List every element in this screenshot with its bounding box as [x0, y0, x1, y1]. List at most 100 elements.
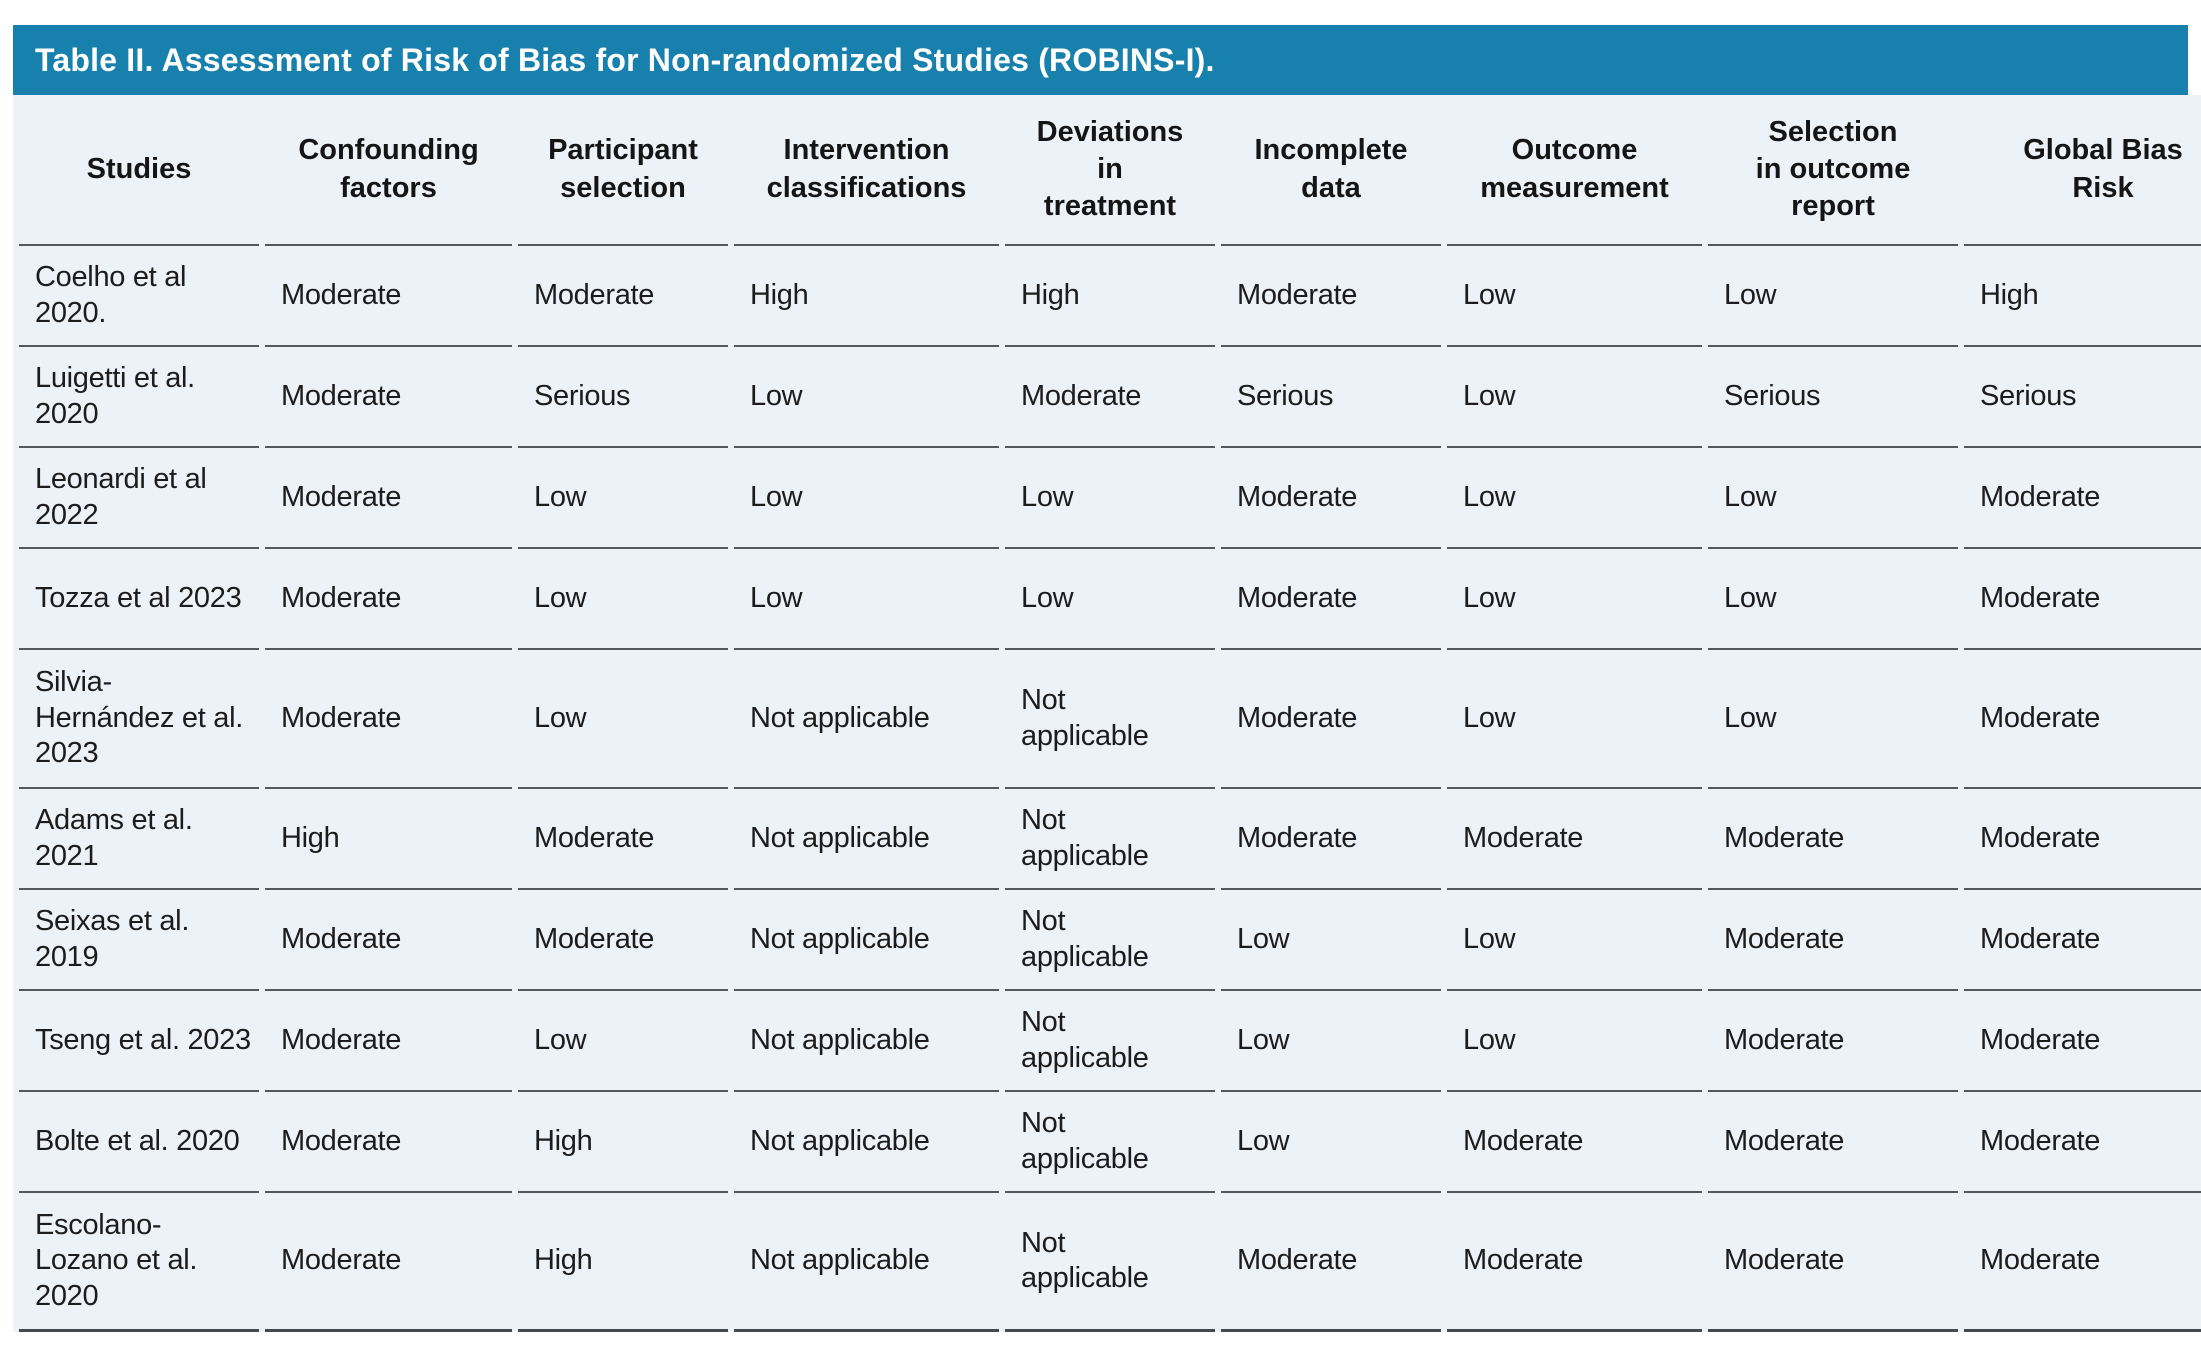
rating-cell: Low [1708, 549, 1958, 650]
rating-cell: Not applicable [734, 1193, 999, 1332]
study-name-cell: Adams et al. 2021 [19, 789, 259, 890]
table-row: Seixas et al. 2019 Moderate Moderate Not ap… [19, 890, 2201, 991]
rating-cell: Not applicable [1005, 1193, 1215, 1332]
rating-cell: Moderate [1221, 246, 1441, 347]
study-name-cell: Coelho et al 2020. [19, 246, 259, 347]
rating-cell: Low [1221, 890, 1441, 991]
column-header: Participant selection [518, 95, 728, 246]
rating-cell: Moderate [1221, 650, 1441, 789]
rating-cell: Moderate [1447, 1092, 1702, 1193]
column-header: Studies [19, 95, 259, 246]
rating-cell: Serious [1221, 347, 1441, 448]
rating-cell: High [518, 1193, 728, 1332]
rating-cell: High [265, 789, 512, 890]
column-header: Incomplete data [1221, 95, 1441, 246]
rating-cell: Low [518, 549, 728, 650]
rating-cell: Moderate [1964, 448, 2201, 549]
study-name-cell: Tseng et al. 2023 [19, 991, 259, 1092]
rating-cell: Moderate [1708, 991, 1958, 1092]
rating-cell: Low [1005, 549, 1215, 650]
rating-cell: Moderate [265, 549, 512, 650]
rating-cell: Moderate [265, 347, 512, 448]
column-header: Confounding factors [265, 95, 512, 246]
rating-cell: Moderate [1708, 1092, 1958, 1193]
rating-cell: Serious [518, 347, 728, 448]
rating-cell: Low [518, 650, 728, 789]
rating-cell: Moderate [1221, 1193, 1441, 1332]
rating-cell: Moderate [265, 890, 512, 991]
rating-cell: Not applicable [734, 650, 999, 789]
table-title: Table II. Assessment of Risk of Bias for… [13, 25, 2188, 95]
table-row: Tseng et al. 2023 Moderate Low Not applicab… [19, 991, 2201, 1092]
table-body: Coelho et al 2020. Moderate Moderate High Hi… [19, 246, 2201, 1332]
rating-cell: Low [1708, 448, 1958, 549]
study-name-cell: Leonardi et al 2022 [19, 448, 259, 549]
rating-cell: Not applicable [1005, 789, 1215, 890]
rating-cell: Moderate [1964, 991, 2201, 1092]
rating-cell: Moderate [265, 448, 512, 549]
study-name-cell: Silvia-Hernández et al. 2023 [19, 650, 259, 789]
rating-cell: Low [1447, 246, 1702, 347]
rating-cell: Low [734, 347, 999, 448]
column-header: Global Bias Risk [1964, 95, 2201, 246]
rating-cell: Not applicable [734, 890, 999, 991]
table-row: Leonardi et al 2022 Moderate Low Low Low Mode… [19, 448, 2201, 549]
column-header: Intervention classifications [734, 95, 999, 246]
rating-cell: Moderate [1964, 549, 2201, 650]
table-row: Luigetti et al. 2020 Moderate Serious Low Mo… [19, 347, 2201, 448]
rating-cell: High [1964, 246, 2201, 347]
rating-cell: Low [1708, 246, 1958, 347]
table-row: Silvia-Hernández et al. 2023 Moderate Low N… [19, 650, 2201, 789]
rating-cell: Low [1447, 650, 1702, 789]
rating-cell: Moderate [265, 246, 512, 347]
rating-cell: Moderate [1964, 650, 2201, 789]
rating-cell: Low [1708, 650, 1958, 789]
rating-cell: Low [734, 448, 999, 549]
column-header: Outcome measurement [1447, 95, 1702, 246]
rating-cell: Low [1447, 448, 1702, 549]
column-header: Deviations in treatment [1005, 95, 1215, 246]
study-name-cell: Luigetti et al. 2020 [19, 347, 259, 448]
rating-cell: Moderate [1447, 1193, 1702, 1332]
rating-cell: Low [1447, 991, 1702, 1092]
rating-cell: Not applicable [1005, 1092, 1215, 1193]
risk-of-bias-table: Studies Confounding factors Participant se… [13, 95, 2201, 1332]
rating-cell: Moderate [518, 246, 728, 347]
table-row: Adams et al. 2021 High Moderate Not applica… [19, 789, 2201, 890]
rating-cell: Low [1221, 991, 1441, 1092]
rating-cell: Moderate [1964, 1193, 2201, 1332]
study-name-cell: Tozza et al 2023 [19, 549, 259, 650]
table-row: Bolte et al. 2020 Moderate High Not applica… [19, 1092, 2201, 1193]
rating-cell: Not applicable [734, 991, 999, 1092]
rating-cell: Serious [1708, 347, 1958, 448]
rating-cell: Low [1447, 890, 1702, 991]
study-name-cell: Seixas et al. 2019 [19, 890, 259, 991]
rating-cell: High [734, 246, 999, 347]
rating-cell: Not applicable [734, 1092, 999, 1193]
rating-cell: Not applicable [734, 789, 999, 890]
rating-cell: Moderate [1447, 789, 1702, 890]
table-row: Tozza et al 2023 Moderate Low Low Low Moderat… [19, 549, 2201, 650]
rating-cell: Moderate [1964, 890, 2201, 991]
rating-cell: Not applicable [1005, 650, 1215, 789]
header-row: Studies Confounding factors Participant se… [19, 95, 2201, 246]
rating-cell: Not applicable [1005, 991, 1215, 1092]
rating-cell: High [1005, 246, 1215, 347]
rating-cell: Serious [1964, 347, 2201, 448]
study-name-cell: Bolte et al. 2020 [19, 1092, 259, 1193]
table-header: Studies Confounding factors Participant se… [19, 95, 2201, 246]
rating-cell: Low [1447, 347, 1702, 448]
rating-cell: Moderate [1964, 789, 2201, 890]
rating-cell: Moderate [1221, 448, 1441, 549]
rating-cell: Moderate [1005, 347, 1215, 448]
table-row: Escolano-Lozano et al. 2020 Moderate High N… [19, 1193, 2201, 1332]
rating-cell: Low [1221, 1092, 1441, 1193]
table-row: Coelho et al 2020. Moderate Moderate High Hi… [19, 246, 2201, 347]
rating-cell: Moderate [265, 1092, 512, 1193]
rating-cell: Moderate [518, 890, 728, 991]
rating-cell: Low [1005, 448, 1215, 549]
rating-cell: Moderate [518, 789, 728, 890]
rating-cell: Moderate [1964, 1092, 2201, 1193]
column-header: Selection in outcome report [1708, 95, 1958, 246]
rating-cell: Moderate [1708, 890, 1958, 991]
